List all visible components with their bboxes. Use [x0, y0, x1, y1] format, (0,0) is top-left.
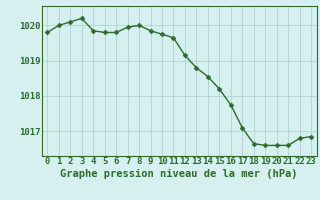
X-axis label: Graphe pression niveau de la mer (hPa): Graphe pression niveau de la mer (hPa) — [60, 169, 298, 179]
